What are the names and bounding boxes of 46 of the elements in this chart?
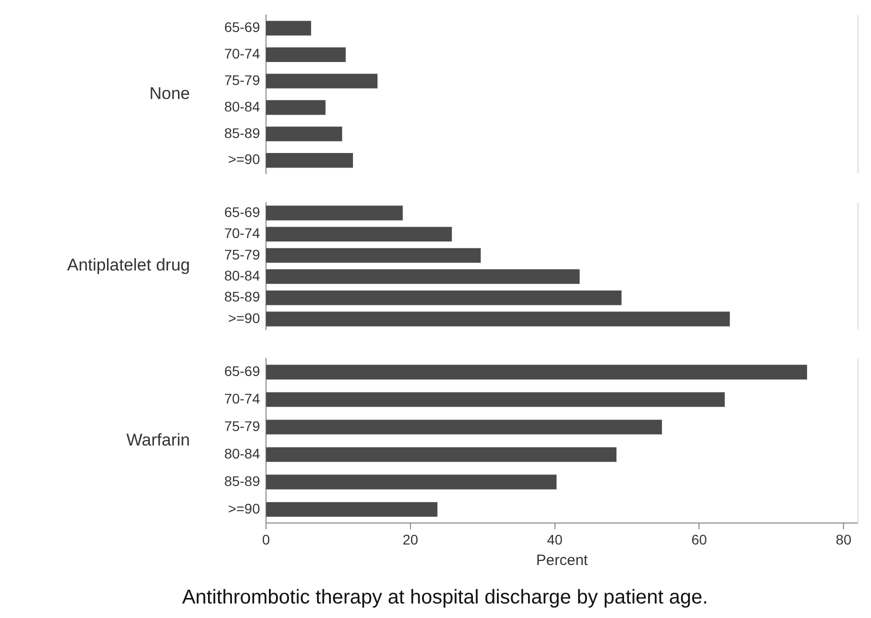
y-tick-label: >=90 (228, 310, 260, 326)
y-tick-label: 80-84 (224, 267, 260, 284)
bar (266, 290, 622, 306)
y-tick-label: >=90 (228, 500, 260, 516)
bar (266, 206, 403, 220)
y-axis-title: None (149, 84, 190, 103)
y-tick-label: 65-69 (224, 19, 260, 36)
bar (266, 74, 378, 88)
y-tick-label: 80-84 (224, 98, 260, 114)
y-tick-label: 75-79 (224, 418, 260, 434)
bar (266, 420, 662, 434)
y-tick-label: 70-74 (224, 390, 260, 406)
y-tick-label: 75-79 (224, 246, 260, 262)
y-tick-label: >=90 (228, 151, 260, 168)
bar (266, 502, 438, 517)
y-tick-label: 85-89 (224, 288, 260, 305)
bar (266, 126, 342, 142)
x-tick-label: 80 (836, 531, 852, 548)
bar (266, 20, 312, 36)
y-tick-label: 80-84 (224, 445, 260, 462)
bar (266, 447, 616, 462)
bar (266, 248, 481, 263)
text: Antithrombotic therapy at hospital discharge by patient age. (182, 586, 708, 609)
bar (266, 47, 346, 62)
bar (266, 153, 353, 168)
y-tick-label: 65-69 (224, 204, 260, 220)
y-tick-label: 65-69 (224, 362, 260, 379)
bar (266, 392, 725, 407)
y-tick-label: 85-89 (224, 124, 260, 141)
y-tick-label: 85-89 (224, 472, 260, 489)
bar (266, 474, 557, 490)
bar (266, 312, 730, 326)
y-axis-title: Antiplatelet drug (67, 256, 190, 275)
x-tick-label: 60 (691, 531, 708, 548)
bar (266, 226, 452, 242)
y-axis-title: Warfarin (126, 430, 190, 450)
y-tick-label: 70-74 (224, 225, 260, 242)
x-tick-label: 20 (402, 531, 418, 548)
x-tick-label: 0 (262, 531, 270, 548)
bar (266, 364, 808, 380)
bar (266, 269, 580, 284)
x-axis-title: Percent (536, 552, 589, 570)
y-tick-label: 75-79 (224, 72, 260, 88)
y-tick-label: 70-74 (224, 46, 260, 62)
bar (266, 100, 326, 115)
x-tick-label: 40 (546, 531, 563, 548)
